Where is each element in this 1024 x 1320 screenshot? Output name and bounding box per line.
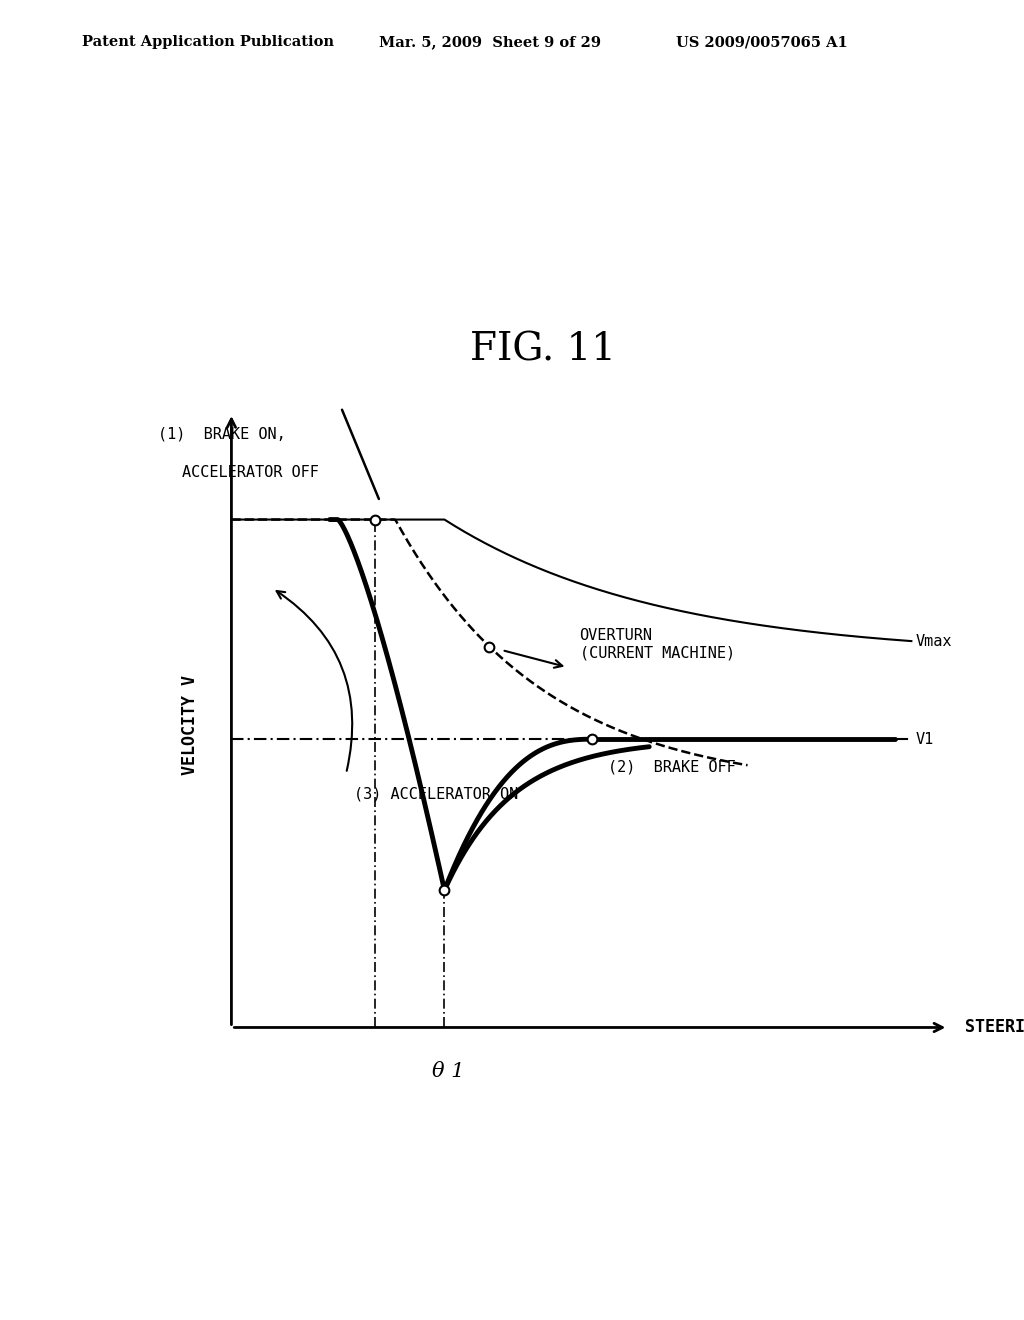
- Text: Mar. 5, 2009  Sheet 9 of 29: Mar. 5, 2009 Sheet 9 of 29: [379, 36, 601, 49]
- Text: Patent Application Publication: Patent Application Publication: [82, 36, 334, 49]
- Text: (1)  BRAKE ON,: (1) BRAKE ON,: [158, 426, 286, 442]
- Text: θ 1: θ 1: [432, 1061, 465, 1081]
- Text: ACCELERATOR OFF: ACCELERATOR OFF: [182, 465, 319, 479]
- Text: Vmax: Vmax: [915, 634, 952, 648]
- Text: OVERTURN
(CURRENT MACHINE): OVERTURN (CURRENT MACHINE): [580, 628, 734, 660]
- Text: V1: V1: [915, 731, 934, 747]
- Text: STEERING ANGLE θ: STEERING ANGLE θ: [965, 1019, 1024, 1036]
- Text: VELOCITY V: VELOCITY V: [181, 676, 200, 775]
- Text: (3) ACCELERATOR ON: (3) ACCELERATOR ON: [354, 787, 518, 801]
- Text: (2)  BRAKE OFF: (2) BRAKE OFF: [608, 760, 736, 775]
- Text: US 2009/0057065 A1: US 2009/0057065 A1: [676, 36, 848, 49]
- Text: FIG. 11: FIG. 11: [470, 331, 615, 368]
